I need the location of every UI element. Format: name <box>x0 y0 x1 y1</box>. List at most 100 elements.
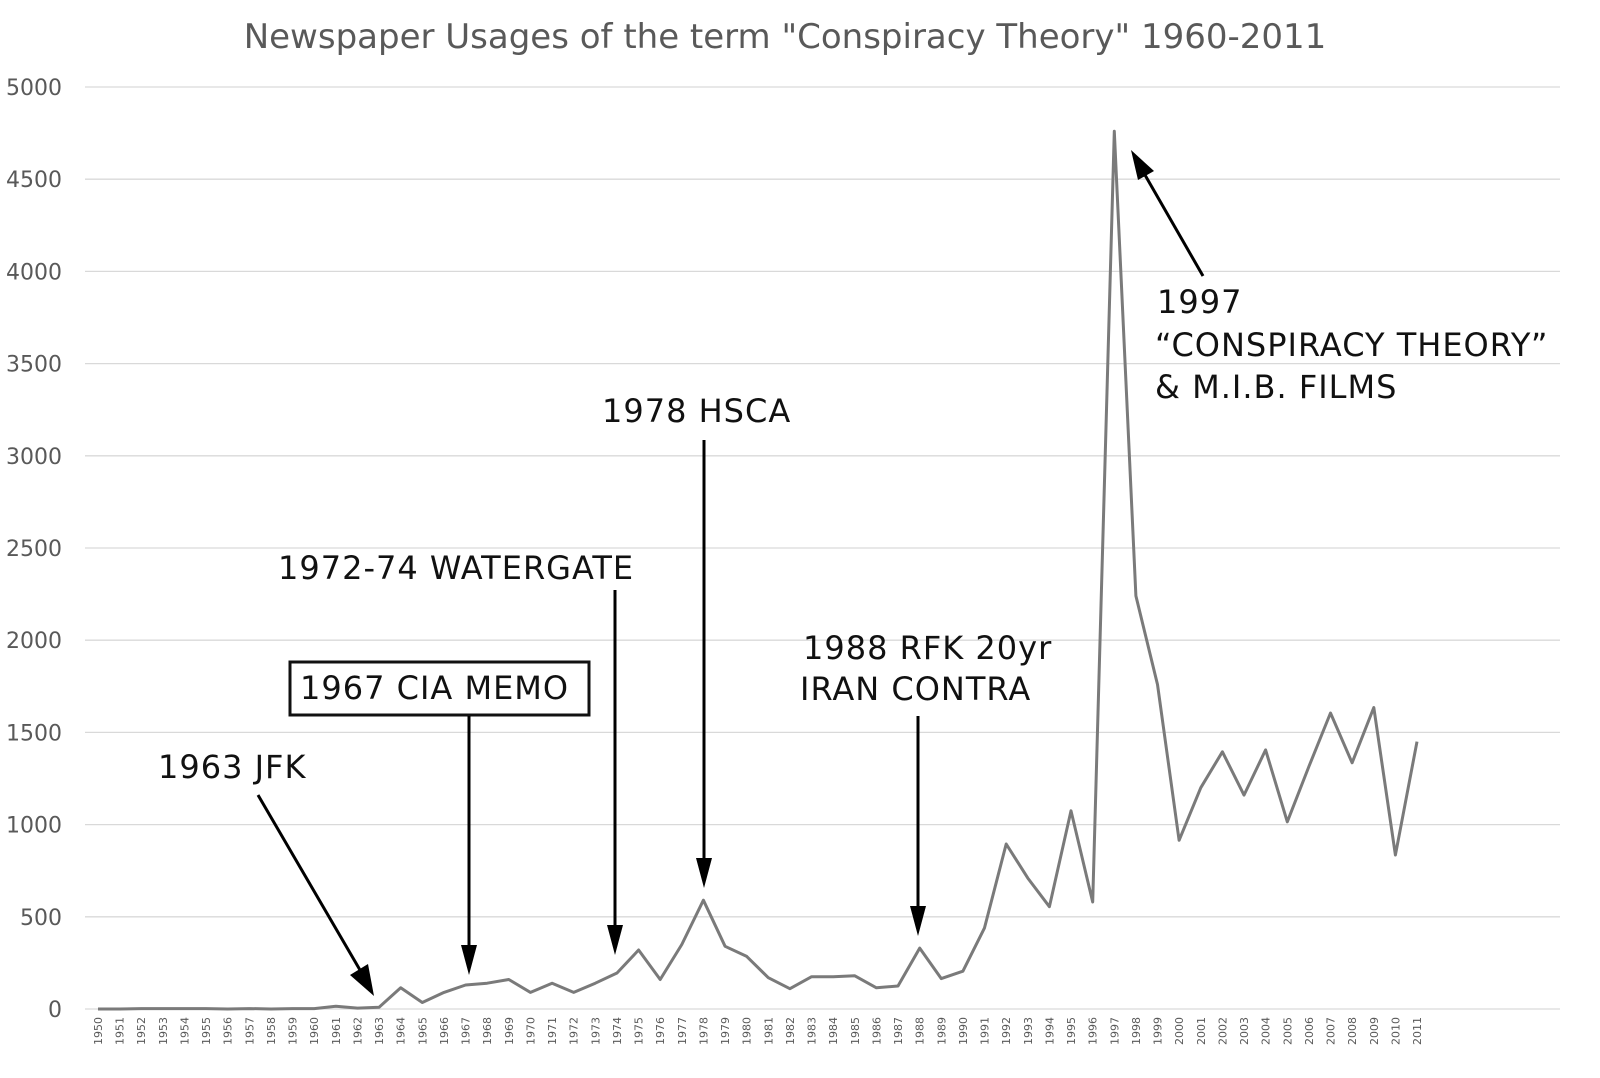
annotation-hsca: 1978 HSCA <box>602 392 791 888</box>
y-tick-label: 1500 <box>6 721 62 746</box>
x-tick-label: 2011 <box>1411 1017 1424 1045</box>
x-tick-label: 1998 <box>1130 1017 1143 1045</box>
y-tick-label: 500 <box>20 906 62 931</box>
x-tick-label: 2001 <box>1195 1017 1208 1045</box>
x-tick-label: 1955 <box>200 1017 213 1045</box>
x-tick-label: 1991 <box>979 1017 992 1045</box>
annotation-jfk: 1963 JFK <box>158 748 374 996</box>
x-tick-label: 1978 <box>697 1017 710 1045</box>
x-tick-label: 1973 <box>589 1017 602 1045</box>
arrow-head-icon <box>696 858 712 888</box>
x-tick-label: 1956 <box>222 1017 235 1045</box>
x-tick-label: 1986 <box>870 1017 883 1045</box>
x-tick-label: 1954 <box>178 1017 191 1045</box>
x-tick-label: 1958 <box>265 1017 278 1045</box>
gridlines <box>85 86 1560 1010</box>
x-tick-label: 1976 <box>654 1017 667 1045</box>
x-tick-label: 1990 <box>957 1017 970 1045</box>
x-tick-label: 1974 <box>611 1017 624 1045</box>
annotation-label: IRAN CONTRA <box>800 670 1031 708</box>
y-tick-label: 4000 <box>6 260 62 285</box>
x-tick-label: 1985 <box>849 1017 862 1045</box>
y-axis-ticks: 0 500 1000 1500 2000 2500 3000 3500 4000 4500 5000 <box>6 76 62 1023</box>
x-tick-label: 2003 <box>1238 1017 1251 1045</box>
x-tick-label: 1982 <box>784 1017 797 1045</box>
x-tick-label: 2004 <box>1260 1017 1273 1045</box>
x-tick-label: 1971 <box>546 1017 559 1045</box>
arrow-head-icon <box>350 964 374 996</box>
x-tick-label: 1993 <box>1022 1017 1035 1045</box>
annotation-1997-films: 1997 “CONSPIRACY THEORY” & M.I.B. FILMS <box>1131 150 1548 406</box>
x-tick-label: 1952 <box>135 1017 148 1045</box>
x-axis-ticks: 1950 1951 1952 1953 1954 1955 1956 1957 1958 1959… <box>92 1017 1424 1045</box>
annotation-label: 1997 <box>1157 283 1242 321</box>
x-tick-label: 1969 <box>503 1017 516 1045</box>
arrow-head-icon <box>461 945 477 975</box>
x-tick-label: 1988 <box>914 1017 927 1045</box>
arrow-head-icon <box>910 906 926 936</box>
arrow-head-icon <box>1131 150 1154 180</box>
x-tick-label: 2002 <box>1216 1017 1229 1045</box>
y-tick-label: 5000 <box>6 76 62 101</box>
y-tick-label: 1000 <box>6 814 62 839</box>
y-tick-label: 0 <box>48 998 62 1023</box>
x-tick-label: 1994 <box>1043 1017 1056 1045</box>
x-tick-label: 1961 <box>330 1017 343 1045</box>
x-tick-label: 1997 <box>1108 1017 1121 1045</box>
annotation-label: 1978 HSCA <box>602 392 791 430</box>
arrow-line <box>1143 174 1205 277</box>
x-tick-label: 2005 <box>1281 1017 1294 1045</box>
x-tick-label: 1960 <box>308 1017 321 1045</box>
x-tick-label: 1996 <box>1087 1017 1100 1045</box>
annotation-label: 1963 JFK <box>158 748 306 786</box>
y-tick-label: 2000 <box>6 629 62 654</box>
x-tick-label: 1966 <box>438 1017 451 1045</box>
x-tick-label: 2009 <box>1368 1017 1381 1045</box>
y-tick-label: 4500 <box>6 168 62 193</box>
x-tick-label: 1979 <box>719 1017 732 1045</box>
x-tick-label: 1964 <box>395 1017 408 1045</box>
annotation-label: 1967 CIA MEMO <box>300 669 569 707</box>
x-tick-label: 1950 <box>92 1017 105 1045</box>
annotation-box <box>288 660 591 717</box>
arrow-head-icon <box>607 925 623 955</box>
x-tick-label: 1962 <box>351 1017 364 1045</box>
x-tick-label: 1963 <box>373 1017 386 1045</box>
x-tick-label: 1984 <box>827 1017 840 1045</box>
annotation-label: 1988 RFK 20yr <box>803 629 1052 667</box>
x-tick-label: 1983 <box>806 1017 819 1045</box>
annotation-label: “CONSPIRACY THEORY” <box>1155 326 1548 364</box>
annotation-cia-memo: 1967 CIA MEMO <box>288 660 591 975</box>
arrow-line <box>256 794 362 971</box>
x-tick-label: 1951 <box>114 1017 127 1045</box>
y-tick-label: 3500 <box>6 353 62 378</box>
x-tick-label: 1980 <box>741 1017 754 1045</box>
x-tick-label: 2007 <box>1325 1017 1338 1045</box>
x-tick-label: 1957 <box>243 1017 256 1045</box>
x-tick-label: 1992 <box>1000 1017 1013 1045</box>
x-tick-label: 1987 <box>892 1017 905 1045</box>
annotation-watergate: 1972-74 WATERGATE <box>278 549 634 955</box>
annotation-label: & M.I.B. FILMS <box>1155 368 1397 406</box>
x-tick-label: 1970 <box>524 1017 537 1045</box>
x-tick-label: 1965 <box>416 1017 429 1045</box>
x-tick-label: 1995 <box>1065 1017 1078 1045</box>
x-tick-label: 1989 <box>935 1017 948 1045</box>
x-tick-label: 2010 <box>1389 1017 1402 1045</box>
x-tick-label: 1999 <box>1152 1017 1165 1045</box>
x-tick-label: 2008 <box>1346 1017 1359 1045</box>
x-tick-label: 1981 <box>762 1017 775 1045</box>
x-tick-label: 1967 <box>460 1017 473 1045</box>
x-tick-label: 1959 <box>287 1017 300 1045</box>
x-tick-label: 1972 <box>568 1017 581 1045</box>
chart-title: Newspaper Usages of the term "Conspiracy… <box>244 17 1327 57</box>
x-tick-label: 1977 <box>676 1017 689 1045</box>
y-tick-label: 3000 <box>6 445 62 470</box>
annotation-label: 1972-74 WATERGATE <box>278 549 634 587</box>
annotation-rfk-iran-contra: 1988 RFK 20yr IRAN CONTRA <box>800 629 1052 936</box>
series-line <box>98 129 1419 1011</box>
x-tick-label: 2006 <box>1303 1017 1316 1045</box>
x-tick-label: 1968 <box>481 1017 494 1045</box>
x-tick-label: 1953 <box>157 1017 170 1045</box>
